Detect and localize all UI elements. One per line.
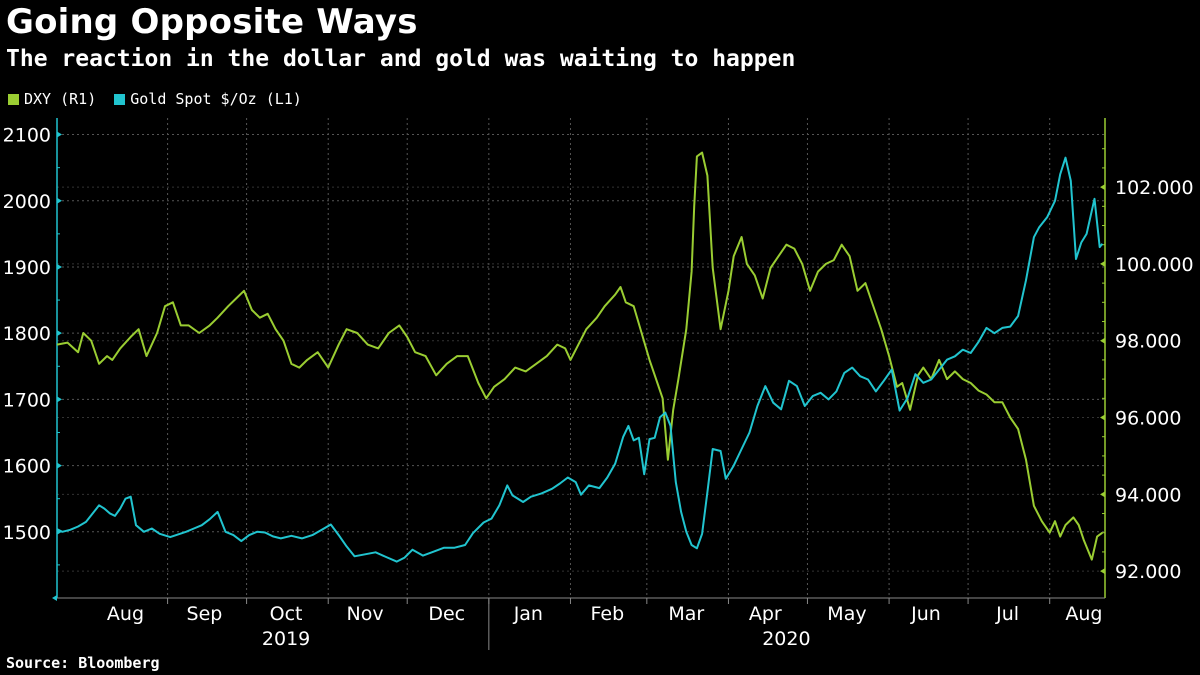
x-month-label: Apr [749,603,782,625]
page-subtitle: The reaction in the dollar and gold was … [6,46,796,72]
x-month-label: Mar [668,603,704,625]
x-month-label: Jul [995,603,1019,625]
x-month-label: Jan [513,603,543,625]
gold-series-line [56,156,1104,563]
x-month-label: Aug [1065,603,1102,625]
right-tick-mark [1100,184,1105,191]
left-tick-label: 2000 [3,191,51,213]
right-tick-mark [1100,568,1105,575]
left-tick-mark [57,396,62,403]
chart-legend: DXY (R1) Gold Spot $/Oz (L1) [8,90,302,108]
left-tick-label: 2100 [3,125,51,147]
right-tick-label: 96.000 [1115,408,1181,430]
x-month-label: Jun [910,603,941,625]
right-tick-mark [1100,337,1105,344]
left-tick-label: 1800 [3,323,51,345]
x-month-label: Aug [107,603,144,625]
right-tick-mark [1100,414,1105,421]
x-month-label: Nov [347,603,384,625]
x-month-label: Sep [187,603,223,625]
legend-label-dxy: DXY (R1) [24,90,97,108]
x-year-label: 2020 [762,628,810,650]
left-tick-label: 1600 [3,456,51,478]
right-tick-label: 102.000 [1115,177,1194,199]
right-tick-label: 98.000 [1115,331,1181,353]
x-month-label: Oct [270,603,303,625]
left-tick-label: 1500 [3,522,51,544]
right-tick-mark [1100,491,1105,498]
x-month-label: Dec [428,603,465,625]
source-note: Source: Bloomberg [6,654,160,672]
left-tick-mark [57,197,62,204]
x-year-label: 2019 [262,628,310,650]
left-tick-label: 1900 [3,257,51,279]
dxy-series-line [56,151,1103,561]
left-tick-label: 1700 [3,389,51,411]
legend-swatch-dxy [8,93,19,105]
legend-item-gold: Gold Spot $/Oz (L1) [114,90,302,108]
legend-label-gold: Gold Spot $/Oz (L1) [130,90,302,108]
legend-item-dxy: DXY (R1) [8,90,96,108]
right-tick-label: 94.000 [1115,484,1181,506]
left-tick-mark [57,263,62,270]
x-month-label: May [827,603,866,625]
right-tick-mark [1100,260,1105,267]
legend-swatch-gold [114,93,126,105]
left-tick-mark [57,330,62,337]
page-title: Going Opposite Ways [6,2,418,42]
right-tick-label: 100.000 [1115,254,1194,276]
x-month-label: Feb [591,603,625,625]
right-tick-label: 92.000 [1115,561,1181,583]
left-tick-mark [52,595,57,601]
left-tick-mark [57,131,62,138]
left-tick-mark [57,462,62,469]
